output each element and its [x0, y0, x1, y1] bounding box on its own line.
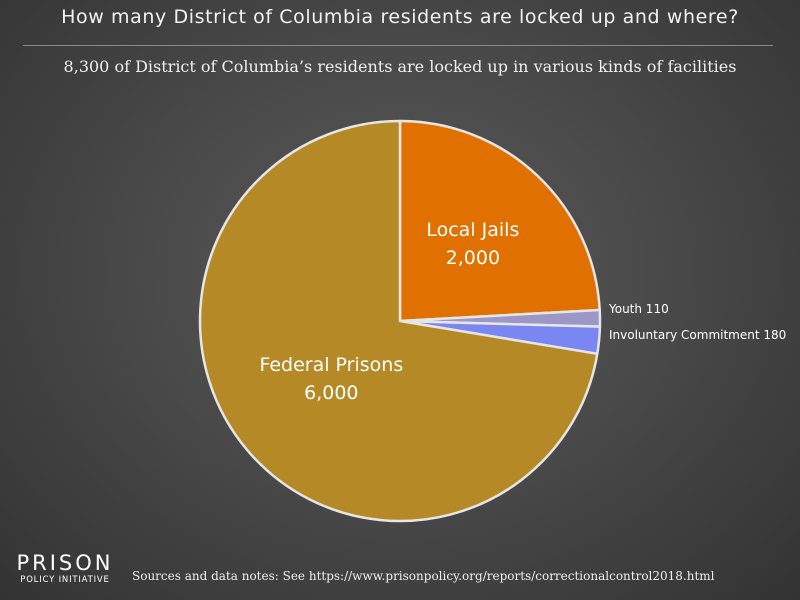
pie-slice-local-jails: [398, 119, 601, 323]
prison-policy-initiative-logo: PRISON POLICY INITIATIVE: [10, 552, 120, 586]
chart-subtitle: 8,300 of District of Columbia’s resident…: [63, 57, 737, 76]
slice-value-federal-prisons: 6,000: [304, 382, 358, 404]
title-divider: [23, 45, 773, 46]
logo-text-bottom: POLICY INITIATIVE: [20, 575, 110, 585]
sources-note: Sources and data notes: See https://www.…: [132, 569, 715, 583]
slice-label-federal-prisons: Federal Prisons: [259, 354, 403, 376]
slice-label-youth: Youth 110: [608, 302, 669, 316]
slice-value-local-jails: 2,000: [446, 247, 500, 269]
chart-title: How many District of Columbia residents …: [61, 6, 739, 28]
pie-slice-federal-prisons: [198, 119, 599, 523]
slice-label-local-jails: Local Jails: [426, 219, 519, 241]
logo-text-top: PRISON: [16, 551, 114, 575]
slice-label-involuntary-commitment: Involuntary Commitment 180: [609, 328, 786, 342]
